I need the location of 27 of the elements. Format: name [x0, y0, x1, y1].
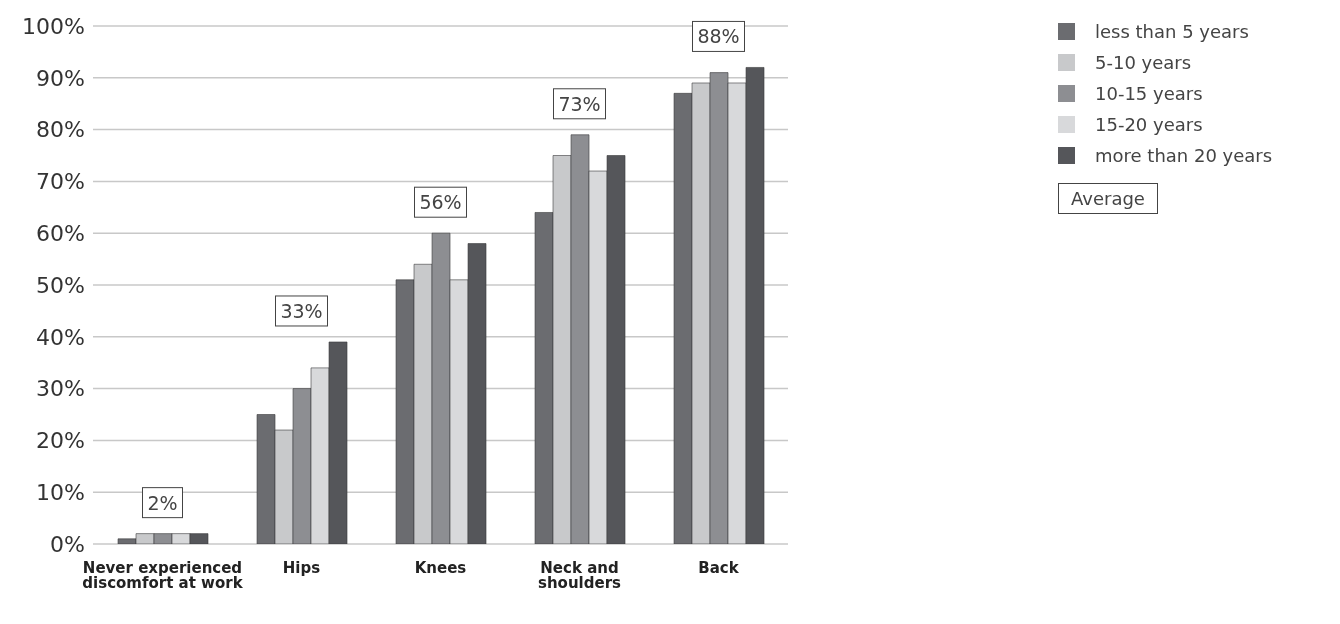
y-tick-label: 0% — [50, 531, 85, 557]
y-tick-label: 70% — [36, 169, 85, 195]
annotation: 33% — [280, 299, 323, 322]
x-tick-label: Back — [698, 558, 740, 577]
legend-label: 5-10 years — [1095, 52, 1192, 73]
y-tick-label: 60% — [36, 221, 85, 247]
x-tick-label: Knees — [414, 558, 467, 577]
y-tick-label: 10% — [36, 480, 85, 506]
legend-label: 15-20 years — [1095, 114, 1203, 135]
annotation: 73% — [558, 92, 601, 115]
x-tick-label: Neck and shoulders — [538, 558, 622, 592]
legend-label: more than 20 years — [1095, 145, 1273, 166]
y-tick-label: 40% — [36, 324, 85, 350]
text: Average — [1058, 183, 1158, 214]
annotation: 88% — [697, 25, 740, 48]
annotation: 56% — [419, 191, 462, 214]
x-tick-label: Hips — [282, 558, 321, 577]
x-tick-label: Never experienced discomfort at work — [82, 558, 244, 592]
y-tick-label: 20% — [36, 428, 85, 454]
y-tick-label: 50% — [36, 272, 85, 298]
legend-label: less than 5 years — [1095, 21, 1249, 42]
y-tick-label: 100% — [22, 13, 85, 39]
y-tick-label: 30% — [36, 376, 85, 402]
y-tick-label: 90% — [36, 65, 85, 91]
legend-label: 10-15 years — [1095, 83, 1203, 104]
y-tick-label: 80% — [36, 117, 85, 143]
annotation: 2% — [147, 491, 178, 514]
